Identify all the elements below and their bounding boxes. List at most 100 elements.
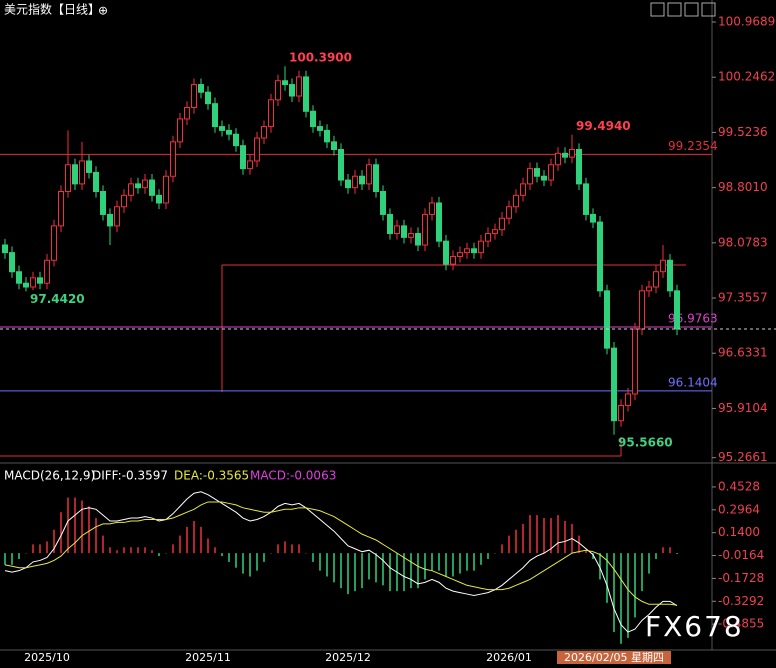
macd-bar [515,529,517,554]
candle-body [107,213,113,227]
candle-body [520,183,526,196]
y-tick-label: 95.2661 [718,450,768,464]
extreme-label: 95.5660 [618,435,673,449]
macd-bar [648,553,650,574]
macd-bar [228,553,230,562]
candle-body [23,282,29,288]
y-tick-label: -0.4855 [718,617,764,631]
macd-bar [424,553,426,580]
candle-body [72,164,78,185]
x-tick-label: 2025/12 [325,651,371,664]
extreme-label: 97.4420 [30,292,85,306]
candle-body [254,137,260,162]
y-tick-label: 97.3557 [718,291,768,305]
macd-bar [487,553,489,559]
macd-bar [165,553,167,554]
macd-bar [501,544,503,554]
add-icon[interactable]: ⊕ [98,4,108,18]
macd-bar [536,515,538,554]
macd-bar [172,544,174,554]
candle-body [625,393,631,406]
macd-bar [627,553,629,638]
y-tick-label: 99.5236 [718,125,768,139]
y-tick-label: 0.1400 [718,525,760,539]
candle-body [422,213,428,246]
candle-body [114,206,120,227]
macd-bar [4,553,6,565]
macd-bar [361,553,363,589]
candle-body [597,221,603,292]
tool-button[interactable] [650,2,665,17]
macd-bar [102,535,104,554]
candle-body [401,225,407,238]
macd-bar [326,553,328,577]
macd-bar [494,553,496,554]
candle-body [527,168,533,185]
y-tick-label: -0.1728 [718,571,764,585]
macd-bar [144,547,146,554]
x-tick-label: 2025/10 [24,651,70,664]
tool-button[interactable] [684,2,699,17]
macd-bar [53,529,55,554]
macd-bar [550,518,552,554]
macd-bar [312,553,314,562]
candle-body [191,84,197,108]
macd-bar [284,541,286,554]
macd-bar [375,553,377,583]
candle-body [100,191,106,215]
macd-bar [242,553,244,574]
macd-bar [522,523,524,554]
y-tick-label: 96.6331 [718,346,768,360]
candle-body [2,244,8,254]
candle-body [289,84,295,97]
macd-bar [585,550,587,554]
macd-bar [151,550,153,554]
candle-body [275,80,281,101]
macd-line [4,501,678,606]
macd-bar [179,535,181,554]
macd-bar [256,553,258,571]
toolbar [650,2,716,17]
y-tick-label: 98.8010 [718,180,768,194]
candle-body [387,213,393,235]
candle-body [674,290,680,330]
macd-bar [473,553,475,571]
macd-bar [67,497,69,554]
macd-bar [39,544,41,554]
date-highlight [557,651,671,664]
y-tick-label: 0.4528 [718,479,760,493]
y-tick-label: 100.2462 [718,70,775,84]
candle-body [240,145,246,170]
candle-body [177,118,183,143]
candle-body [16,271,22,284]
macd-bar [599,553,601,580]
macd-line [4,491,678,633]
tool-button[interactable] [667,2,682,17]
macd-bar [676,553,678,555]
y-tick-label: 0.2964 [718,502,760,516]
macd-bar [249,553,251,577]
candle-body [65,164,71,193]
macd-bar [109,547,111,554]
price-line-label: 99.2354 [668,139,718,153]
candle-body [548,164,554,181]
macd-bar [270,553,272,554]
candle-body [471,248,477,254]
macd-bar [669,547,671,554]
x-tick-label: 2026/01 [486,651,532,664]
macd-title: MACD(26,12,9) [4,469,95,483]
macd-bar [235,553,237,568]
macd-bar [60,512,62,554]
candle-body [331,141,337,150]
y-tick-label: 98.0783 [718,235,768,249]
macd-bar [445,553,447,577]
macd-bar [137,547,139,554]
macd-bar [389,553,391,592]
macd-bar [291,544,293,554]
candle-body [86,160,92,173]
macd-bar [347,553,349,595]
price-line-label: 96.9763 [668,312,718,326]
macd-bar [207,538,209,554]
tool-button[interactable] [701,2,716,17]
candle-body [436,202,442,242]
